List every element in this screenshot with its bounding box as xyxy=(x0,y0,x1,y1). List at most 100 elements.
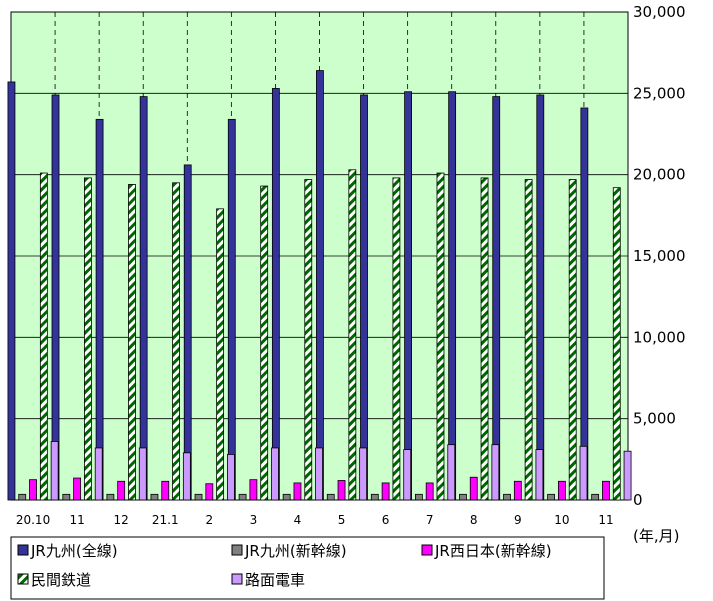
x-tick-label: 4 xyxy=(294,513,302,527)
x-tick-label: 11 xyxy=(598,513,613,527)
legend-box xyxy=(10,536,605,600)
x-tick-label: 20.10 xyxy=(16,513,50,527)
x-axis-ticks: 20.10 11 12 21.1 2 3 4 5 6 7 8 9 10 11 xyxy=(16,513,614,527)
legend-swatch xyxy=(231,544,243,556)
legend-label: 民間鉄道 xyxy=(31,571,91,589)
bar-民間鉄道-9 xyxy=(524,179,533,501)
bar-路面電車-11 xyxy=(623,450,632,501)
bar-JR西日本(新幹線)-20.10 xyxy=(29,479,37,501)
bar-JR西日本(新幹線)-11 xyxy=(602,480,610,501)
bar-路面電車-12 xyxy=(138,447,147,501)
bar-民間鉄道-3 xyxy=(260,185,269,501)
bar-JR西日本(新幹線)-10 xyxy=(557,480,566,501)
x-tick-label: 11 xyxy=(69,513,84,527)
bar-民間鉄道-10 xyxy=(568,179,577,501)
legend: JR九州(全線) JR九州(新幹線) JR西日本(新幹線) 民間鉄道 路面電車 xyxy=(10,536,605,600)
y-tick-label: 30,000 xyxy=(633,3,686,21)
bar-JR西日本(新幹線)-6 xyxy=(381,482,390,501)
bar-JR九州(全線)-11 xyxy=(580,107,589,501)
bar-路面電車-8 xyxy=(491,444,500,501)
y-axis-ticks: 0 5,000 10,000 15,000 20,000 25,000 30,000 xyxy=(633,3,686,509)
bar-路面電車-11 xyxy=(94,447,103,501)
bar-JR九州(新幹線)-10 xyxy=(547,493,555,501)
bar-JR西日本(新幹線)-11 xyxy=(73,477,82,501)
bar-路面電車-10 xyxy=(579,445,588,501)
bar-JR九州(全線)-11 xyxy=(51,94,60,501)
bar-JR九州(新幹線)-9 xyxy=(503,493,511,501)
bar-路面電車-3 xyxy=(271,447,279,501)
legend-label: JR九州(新幹線) xyxy=(244,542,347,560)
bar-JR西日本(新幹線)-8 xyxy=(469,476,478,501)
bar-JR西日本(新幹線)-9 xyxy=(513,480,522,501)
bar-JR西日本(新幹線)-21.1 xyxy=(161,480,170,501)
bar-民間鉄道-8 xyxy=(480,177,489,501)
bar-JR九州(新幹線)-12 xyxy=(106,493,115,501)
bar-JR九州(全線)-20.10 xyxy=(7,81,16,501)
bar-路面電車-6 xyxy=(403,449,412,501)
bar-路面電車-2 xyxy=(227,454,235,501)
bar-民間鉄道-5 xyxy=(348,169,357,501)
bar-JR九州(全線)-7 xyxy=(404,91,412,501)
bar-JR九州(全線)-2 xyxy=(183,164,192,501)
x-tick-label: 10 xyxy=(554,513,569,527)
bar-民間鉄道-6 xyxy=(392,177,401,501)
bar-JR九州(全線)-3 xyxy=(227,118,236,501)
bar-JR九州(新幹線)-20.10 xyxy=(18,493,27,501)
bar-JR西日本(新幹線)-2 xyxy=(205,483,214,501)
bar-JR九州(新幹線)-11 xyxy=(62,493,71,501)
bar-JR西日本(新幹線)-7 xyxy=(425,482,434,501)
x-tick-label: 12 xyxy=(114,513,129,527)
x-tick-label: 2 xyxy=(206,513,214,527)
bar-民間鉄道-11 xyxy=(84,177,92,501)
x-tick-label: 9 xyxy=(514,513,522,527)
bar-JR西日本(新幹線)-5 xyxy=(337,480,346,501)
bar-JR九州(新幹線)-5 xyxy=(326,493,335,501)
bar-JR九州(新幹線)-4 xyxy=(282,493,291,501)
bar-JR九州(全線)-8 xyxy=(448,91,457,501)
bar-路面電車-5 xyxy=(359,447,368,501)
bar-JR九州(全線)-12 xyxy=(95,118,104,501)
x-tick-label: 21.1 xyxy=(152,513,179,527)
bar-路面電車-21.1 xyxy=(182,452,191,501)
y-tick-label: 5,000 xyxy=(633,410,676,428)
legend-swatch xyxy=(231,573,243,585)
legend-swatch xyxy=(17,544,29,556)
bar-JR九州(新幹線)-2 xyxy=(194,493,203,501)
x-tick-label: 3 xyxy=(250,513,258,527)
legend-label: 路面電車 xyxy=(245,571,305,589)
bar-JR九州(新幹線)-7 xyxy=(414,493,423,501)
bar-JR九州(全線)-4 xyxy=(271,88,280,501)
bar-JR九州(全線)-6 xyxy=(360,94,368,501)
bar-JR西日本(新幹線)-3 xyxy=(249,479,258,501)
bar-JR九州(全線)-10 xyxy=(536,94,545,501)
bar-民間鉄道-7 xyxy=(436,172,445,501)
bar-民間鉄道-20.10 xyxy=(39,172,48,501)
bar-JR西日本(新幹線)-4 xyxy=(293,482,302,501)
y-tick-label: 20,000 xyxy=(633,166,686,184)
y-tick-label: 15,000 xyxy=(633,247,686,265)
bar-JR西日本(新幹線)-12 xyxy=(117,480,126,501)
bar-JR九州(新幹線)-3 xyxy=(238,493,247,501)
x-tick-label: 8 xyxy=(470,513,478,527)
x-tick-label: 7 xyxy=(426,513,434,527)
y-tick-label: 25,000 xyxy=(633,84,686,102)
legend-swatch xyxy=(421,544,433,556)
bar-民間鉄道-21.1 xyxy=(172,182,180,501)
bar-路面電車-20.10 xyxy=(50,441,59,501)
bar-民間鉄道-4 xyxy=(304,179,313,501)
bar-JR九州(新幹線)-6 xyxy=(370,493,379,501)
x-axis-label: (年,月) xyxy=(633,527,679,545)
bar-JR九州(新幹線)-21.1 xyxy=(150,493,159,501)
bar-JR九州(新幹線)-11 xyxy=(591,493,600,501)
x-tick-label: 6 xyxy=(382,513,390,527)
legend-swatch xyxy=(17,573,29,585)
legend-label: JR西日本(新幹線) xyxy=(434,542,552,560)
bar-路面電車-9 xyxy=(535,449,544,501)
y-tick-label: 0 xyxy=(633,491,643,509)
bar-路面電車-4 xyxy=(315,447,323,501)
bar-民間鉄道-11 xyxy=(612,187,621,501)
x-tick-label: 5 xyxy=(338,513,346,527)
legend-label: JR九州(全線) xyxy=(30,542,118,560)
